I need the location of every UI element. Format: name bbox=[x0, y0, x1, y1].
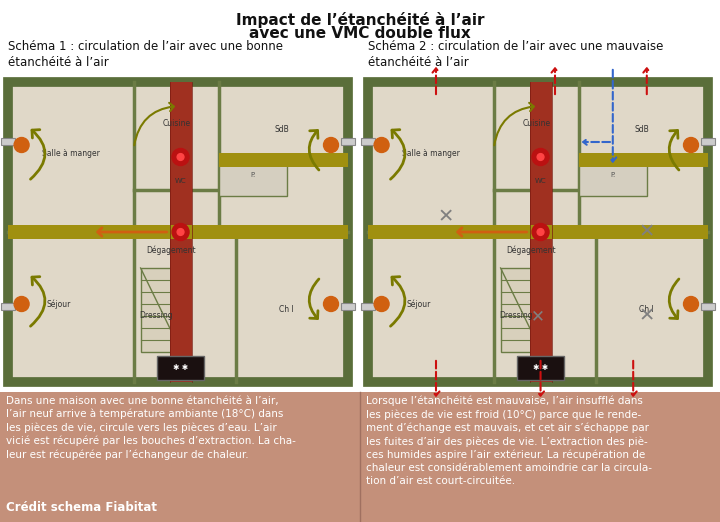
Circle shape bbox=[14, 137, 29, 152]
Bar bbox=[361, 303, 375, 310]
Text: Cuisine: Cuisine bbox=[162, 120, 190, 128]
Bar bbox=[169, 82, 192, 382]
FancyBboxPatch shape bbox=[518, 355, 564, 380]
Circle shape bbox=[177, 153, 184, 160]
Text: Cuisine: Cuisine bbox=[522, 120, 550, 128]
Circle shape bbox=[683, 137, 698, 152]
Bar bbox=[500, 268, 541, 352]
FancyBboxPatch shape bbox=[158, 355, 204, 380]
Text: Impact de l’étanchéité à l’air: Impact de l’étanchéité à l’air bbox=[235, 12, 485, 28]
Text: Ch I: Ch I bbox=[279, 305, 294, 314]
Bar bbox=[0, 392, 720, 522]
Bar bbox=[701, 303, 715, 310]
Text: Dégagement: Dégagement bbox=[146, 245, 196, 255]
Text: Schéma 2 : circulation de l’air avec une mauvaise
étanchéité à l’air: Schéma 2 : circulation de l’air avec une… bbox=[368, 40, 663, 69]
Circle shape bbox=[177, 229, 184, 235]
Text: Séjour: Séjour bbox=[407, 299, 431, 309]
Text: Schéma 1 : circulation de l’air avec une bonne
étanchéité à l’air: Schéma 1 : circulation de l’air avec une… bbox=[8, 40, 283, 69]
Circle shape bbox=[172, 148, 189, 165]
Bar bbox=[140, 268, 181, 352]
Bar bbox=[701, 137, 715, 145]
Text: Dressing: Dressing bbox=[139, 312, 173, 321]
Text: SdB: SdB bbox=[274, 125, 289, 135]
Text: WC: WC bbox=[175, 178, 186, 184]
Circle shape bbox=[323, 137, 338, 152]
Bar bbox=[361, 137, 375, 145]
Text: ✱ ✱: ✱ ✱ bbox=[173, 363, 188, 372]
Circle shape bbox=[532, 223, 549, 241]
Bar bbox=[368, 82, 708, 382]
Text: Crédit schema Fiabitat: Crédit schema Fiabitat bbox=[6, 501, 157, 514]
Circle shape bbox=[374, 137, 389, 152]
Circle shape bbox=[374, 296, 389, 312]
Text: ✱ ✱: ✱ ✱ bbox=[533, 363, 548, 372]
Bar bbox=[579, 153, 708, 167]
Circle shape bbox=[172, 223, 189, 241]
Text: ✕: ✕ bbox=[639, 306, 655, 326]
Circle shape bbox=[537, 153, 544, 160]
Bar bbox=[1, 137, 15, 145]
Text: P.: P. bbox=[250, 172, 256, 178]
Bar bbox=[1, 303, 15, 310]
Circle shape bbox=[537, 229, 544, 235]
Text: Séjour: Séjour bbox=[47, 299, 71, 309]
Circle shape bbox=[532, 148, 549, 165]
Text: ✕: ✕ bbox=[639, 222, 655, 242]
Circle shape bbox=[683, 296, 698, 312]
Circle shape bbox=[323, 296, 338, 312]
Text: Lorsque l’étanchéité est mauvaise, l’air insufflé dans
les pièces de vie est fro: Lorsque l’étanchéité est mauvaise, l’air… bbox=[366, 396, 652, 486]
Text: Dressing: Dressing bbox=[499, 312, 533, 321]
Bar bbox=[8, 226, 348, 239]
Text: Salle à manger: Salle à manger bbox=[42, 149, 100, 159]
Bar bbox=[579, 154, 647, 196]
Bar bbox=[219, 154, 287, 196]
Text: P.: P. bbox=[610, 172, 616, 178]
Text: Ch I: Ch I bbox=[639, 305, 654, 314]
Text: Salle à manger: Salle à manger bbox=[402, 149, 460, 159]
Circle shape bbox=[14, 296, 29, 312]
Bar bbox=[529, 82, 552, 382]
Text: Dans une maison avec une bonne étanchéité à l’air,
l’air neuf arrive à températu: Dans une maison avec une bonne étanchéit… bbox=[6, 396, 296, 460]
Text: ✕: ✕ bbox=[531, 307, 545, 325]
Bar bbox=[8, 82, 348, 382]
Text: ✕: ✕ bbox=[438, 208, 454, 227]
Bar bbox=[341, 137, 355, 145]
Text: Dégagement: Dégagement bbox=[506, 245, 556, 255]
Text: avec une VMC double flux: avec une VMC double flux bbox=[249, 26, 471, 41]
Text: SdB: SdB bbox=[634, 125, 649, 135]
Bar bbox=[219, 153, 348, 167]
Bar bbox=[368, 226, 708, 239]
Bar bbox=[341, 303, 355, 310]
Text: WC: WC bbox=[535, 178, 546, 184]
